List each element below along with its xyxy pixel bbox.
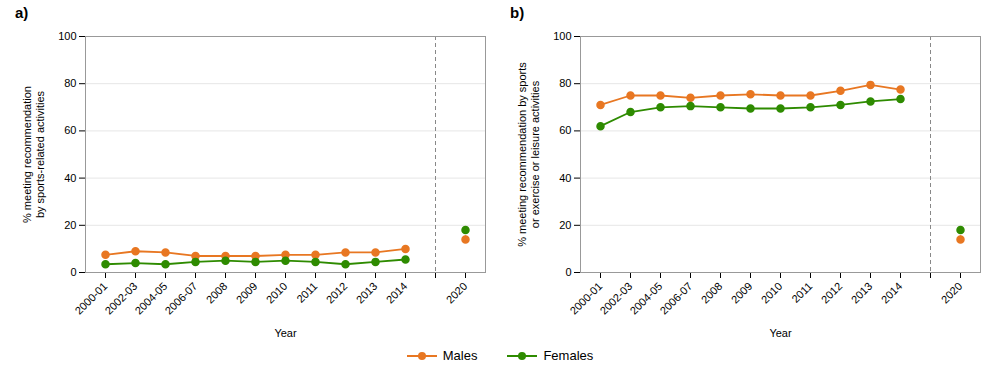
html-text:b): b) <box>510 4 525 21</box>
html-text:a): a) <box>15 4 29 21</box>
html-text:Females: Females <box>543 348 594 363</box>
svg-text:Year: Year <box>274 327 297 339</box>
svg-text:% meeting recommendation by sp: % meeting recommendation by sportsor exe… <box>516 62 541 247</box>
svg-text:2008: 2008 <box>204 280 230 306</box>
svg-text:2011: 2011 <box>294 280 319 305</box>
svg-text:2004-05: 2004-05 <box>132 280 169 317</box>
svg-text:2010: 2010 <box>759 280 785 306</box>
svg-text:2006-07: 2006-07 <box>162 280 199 317</box>
svg-text:2009: 2009 <box>729 280 755 306</box>
svg-text:2002-03: 2002-03 <box>102 280 139 317</box>
svg-text:40: 40 <box>559 172 571 184</box>
svg-text:80: 80 <box>64 77 76 89</box>
svg-text:40: 40 <box>64 172 76 184</box>
svg-text:20: 20 <box>64 219 76 231</box>
svg-text:2009: 2009 <box>234 280 260 306</box>
svg-text:2014: 2014 <box>384 280 410 306</box>
svg-text:2000-01: 2000-01 <box>567 280 604 317</box>
html-text:Males: Males <box>442 348 478 363</box>
svg-text:0: 0 <box>565 266 571 278</box>
svg-text:20: 20 <box>559 219 571 231</box>
svg-text:2002-03: 2002-03 <box>597 280 634 317</box>
svg-text:2012: 2012 <box>324 280 350 306</box>
svg-text:2011: 2011 <box>789 280 814 305</box>
svg-text:% meeting recommendationby spo: % meeting recommendationby sports-relate… <box>21 86 46 223</box>
svg-text:2010: 2010 <box>264 280 290 306</box>
svg-text:2020: 2020 <box>444 280 470 306</box>
svg-text:2004-05: 2004-05 <box>627 280 664 317</box>
svg-text:2000-01: 2000-01 <box>72 280 109 317</box>
svg-text:60: 60 <box>559 124 571 136</box>
svg-text:2013: 2013 <box>354 280 380 306</box>
svg-text:100: 100 <box>58 30 76 42</box>
svg-text:2012: 2012 <box>819 280 845 306</box>
svg-text:2008: 2008 <box>699 280 725 306</box>
svg-text:2006-07: 2006-07 <box>657 280 694 317</box>
svg-text:100: 100 <box>553 30 571 42</box>
svg-text:2013: 2013 <box>849 280 875 306</box>
svg-text:Year: Year <box>769 327 792 339</box>
svg-text:0: 0 <box>70 266 76 278</box>
svg-text:60: 60 <box>64 124 76 136</box>
svg-text:80: 80 <box>559 77 571 89</box>
svg-text:2014: 2014 <box>879 280 905 306</box>
svg-text:2020: 2020 <box>939 280 965 306</box>
